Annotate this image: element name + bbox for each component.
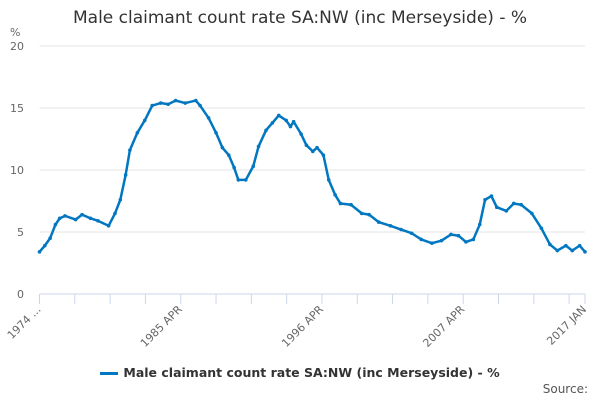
data-point — [456, 233, 461, 238]
data-point — [555, 248, 560, 253]
data-point — [236, 178, 241, 182]
data-point — [477, 222, 482, 227]
data-point — [494, 205, 499, 209]
data-point — [519, 202, 523, 207]
data-point — [388, 224, 393, 228]
data-point — [48, 236, 52, 240]
y-tick-label: 5 — [17, 226, 24, 239]
data-point — [530, 211, 534, 216]
data-point — [142, 118, 147, 123]
data-point — [80, 212, 84, 217]
data-point — [251, 164, 256, 169]
chart-title: Male claimant count rate SA:NW (inc Mers… — [72, 8, 528, 28]
data-point — [333, 193, 337, 197]
data-point — [430, 241, 434, 245]
data-point — [256, 144, 261, 149]
data-point — [349, 202, 353, 207]
data-point — [504, 209, 509, 213]
data-point — [166, 102, 170, 107]
data-point — [118, 197, 123, 202]
data-point — [419, 237, 424, 242]
data-point — [206, 116, 211, 120]
legend-item[interactable]: Male claimant count rate SA:NW (inc Mers… — [0, 365, 600, 380]
x-tick-label: 1974 ... — [5, 303, 44, 342]
data-point — [439, 238, 444, 243]
data-point — [220, 145, 225, 150]
data-point — [548, 242, 552, 247]
x-tick-label: 1985 APR — [138, 303, 185, 350]
data-point — [264, 128, 268, 133]
legend-label: Male claimant count rate SA:NW (inc Mers… — [123, 365, 500, 380]
data-point — [483, 197, 487, 202]
data-point — [326, 178, 331, 182]
series-line — [38, 99, 586, 253]
data-point — [464, 240, 468, 244]
data-point — [173, 98, 178, 103]
data-point — [214, 131, 218, 135]
data-point — [376, 220, 381, 224]
data-point — [409, 231, 414, 236]
data-point — [106, 224, 111, 228]
data-point — [539, 226, 544, 231]
data-point — [276, 113, 281, 118]
data-point — [232, 165, 236, 170]
data-point — [128, 148, 132, 152]
data-point — [53, 222, 58, 227]
data-point — [284, 118, 288, 123]
data-point — [270, 121, 275, 125]
data-point — [291, 119, 296, 124]
data-point — [310, 149, 315, 154]
data-point — [288, 124, 293, 129]
data-point — [304, 143, 309, 147]
data-point — [43, 243, 47, 248]
data-point — [564, 243, 568, 248]
legend-swatch — [100, 372, 119, 375]
data-point — [570, 248, 575, 253]
data-point — [88, 216, 93, 221]
data-point — [135, 131, 140, 135]
data-point — [158, 101, 163, 105]
data-point — [449, 232, 453, 237]
x-tick-label: 1996 APR — [279, 303, 326, 350]
data-point — [511, 201, 516, 206]
x-tick-label: 2007 APR — [420, 303, 467, 350]
data-point — [183, 101, 187, 105]
y-tick-label: 0 — [17, 288, 24, 301]
data-point — [583, 250, 587, 254]
data-point — [194, 98, 198, 103]
data-point — [359, 211, 364, 216]
data-point — [113, 211, 117, 216]
data-point — [338, 201, 343, 206]
data-point — [226, 153, 231, 157]
data-point — [489, 194, 494, 198]
y-tick-label: 20 — [10, 40, 24, 53]
data-point — [299, 132, 303, 136]
data-point — [57, 216, 62, 221]
data-point — [63, 214, 67, 218]
data-point — [315, 145, 319, 150]
data-point — [367, 212, 371, 217]
x-tick-label: 2017 JAN — [544, 303, 589, 348]
data-point — [471, 237, 476, 242]
data-point — [198, 103, 202, 108]
data-point — [73, 217, 78, 222]
data-point — [577, 243, 582, 248]
data-point — [399, 227, 403, 232]
data-point — [150, 103, 155, 108]
data-point — [123, 173, 128, 177]
source-label: Source: — [542, 382, 588, 396]
data-point — [321, 153, 326, 157]
data-point — [96, 219, 100, 223]
y-axis-label: % — [10, 26, 20, 39]
y-tick-label: 10 — [10, 164, 24, 177]
data-point — [37, 250, 42, 254]
y-tick-label: 15 — [10, 102, 24, 115]
data-point — [243, 178, 248, 182]
